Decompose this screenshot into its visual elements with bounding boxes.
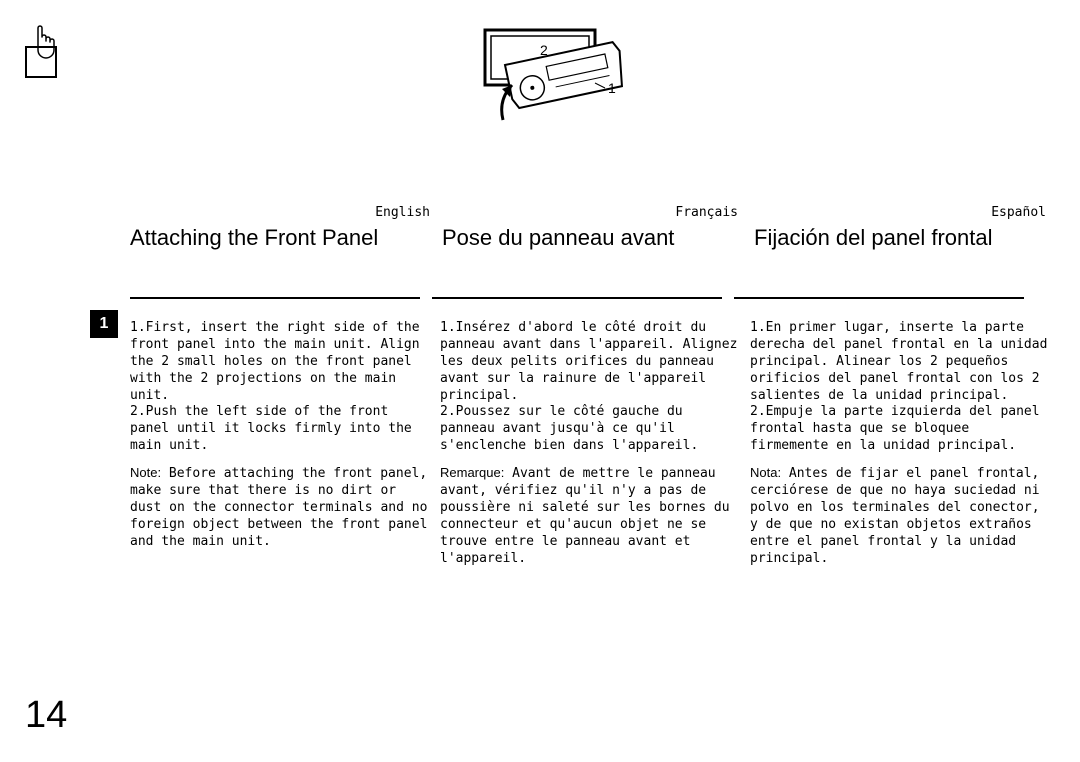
panel-diagram: 2 1 [470, 25, 630, 180]
lang-label-fr: Français [438, 205, 746, 220]
rule-es [734, 297, 1024, 299]
note-fr: Remarque: Avant de mettre le panneau ava… [440, 465, 740, 567]
instructions-en: 1.First, insert the right side of the fr… [130, 320, 430, 455]
headings-row: Attaching the Front Panel Pose du pannea… [130, 225, 1070, 251]
note-text-es: Antes de fijar el panel frontal, cerciór… [750, 466, 1040, 565]
note-es: Nota: Antes de fijar el panel frontal, c… [750, 465, 1050, 567]
language-row: English Français Español [130, 205, 1070, 220]
instructions-fr: 1.Insérez d'abord le côté droit du panne… [440, 320, 740, 455]
rule-fr [432, 297, 722, 299]
hand-pointer-icon [25, 25, 65, 85]
note-label-fr: Remarque: [440, 465, 504, 480]
instructions-es: 1.En primer lugar, inserte la parte dere… [750, 320, 1050, 455]
page-number: 14 [25, 694, 67, 737]
rule-en [130, 297, 420, 299]
col-fr: 1.Insérez d'abord le côté droit du panne… [440, 320, 750, 567]
heading-es: Fijación del panel fron­tal [754, 225, 1066, 251]
col-es: 1.En primer lugar, inserte la parte dere… [750, 320, 1060, 567]
note-text-fr: Avant de mettre le panneau avant, vérifi… [440, 466, 730, 565]
step-badge: 1 [90, 310, 118, 338]
col-en: 1.First, insert the right side of the fr… [130, 320, 440, 567]
lang-label-en: English [130, 205, 438, 220]
rules-row [130, 297, 1070, 299]
heading-fr: Pose du panneau avant [442, 225, 754, 251]
note-label-en: Note: [130, 465, 161, 480]
lang-label-es: Español [746, 205, 1054, 220]
diagram-label-1: 1 [608, 80, 616, 96]
note-en: Note: Before attaching the front panel, … [130, 465, 430, 550]
note-label-es: Nota: [750, 465, 781, 480]
heading-en: Attaching the Front Panel [130, 225, 442, 251]
page: 2 1 English Français Español Attaching t… [0, 0, 1080, 762]
body-columns: 1.First, insert the right side of the fr… [130, 320, 1070, 567]
note-text-en: Before attaching the front panel, make s… [130, 466, 427, 549]
